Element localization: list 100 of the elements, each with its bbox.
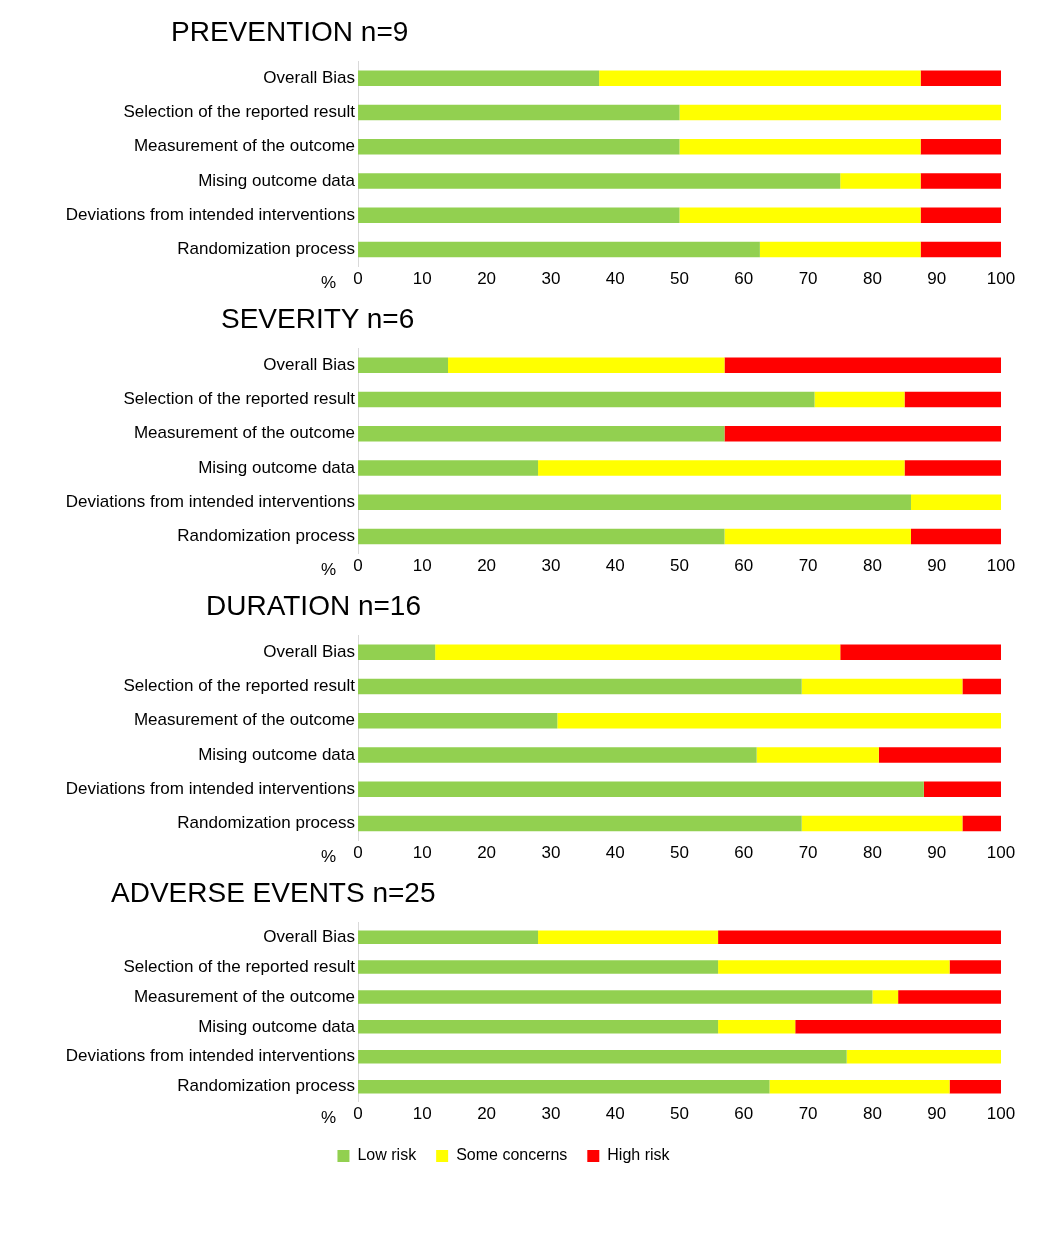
bar [358,207,680,223]
y-tick-label: Overall Bias [263,926,355,946]
x-tick-label: 100 [986,269,1016,289]
legend-label: Low risk [357,1146,418,1164]
bar [904,460,1001,476]
x-tick-label: 30 [541,843,561,863]
y-tick-label: Deviations from intended interventions [65,491,355,511]
bar [358,678,802,695]
y-tick-label: Deviations from intended interventions [65,1046,355,1066]
y-tick-label: Deviations from intended interventions [65,204,355,224]
x-tick-label: 50 [670,556,689,576]
bar [801,678,963,695]
bar [962,678,1001,695]
chart-title: DURATION n=16 [205,590,422,622]
bar [718,960,950,974]
bar [358,357,449,374]
x-axis-title: % [320,1108,336,1128]
x-tick-label: 10 [412,1104,432,1124]
bar [718,930,1001,944]
x-tick-label: 0 [353,269,363,289]
y-tick-label: Selection of the reported result [123,102,356,122]
bar [538,460,905,476]
bar [679,207,921,223]
x-axis-title: % [320,847,336,867]
x-tick-label: 10 [412,843,432,863]
bar [358,713,558,729]
y-tick-label: Selection of the reported result [123,389,356,409]
bar [679,104,1001,121]
bar [759,241,921,258]
x-axis-title: % [320,273,336,293]
x-tick-label: 0 [353,1104,363,1124]
bar [435,644,841,661]
bar [358,426,725,442]
y-tick-label: Randomization process [177,239,355,259]
bar [538,930,719,944]
bar [358,1020,719,1034]
legend-label: Some concerns [456,1146,568,1164]
y-tick-label: Randomization process [177,526,355,546]
bar [358,781,924,797]
x-tick-label: 60 [734,1104,754,1124]
bar [846,1050,1001,1064]
y-tick-label: Overall Bias [263,355,355,374]
x-tick-label: 20 [477,843,497,863]
bar [872,990,899,1004]
bar [358,815,802,832]
x-tick-label: 40 [605,269,625,289]
bar [801,815,963,832]
x-tick-label: 40 [605,1104,625,1124]
y-tick-label: Deviations from intended interventions [65,778,355,798]
bar [358,528,725,545]
x-tick-label: 40 [605,843,625,863]
bar [358,930,539,944]
bar [904,391,1001,408]
bar [910,528,1001,545]
bar [898,990,1001,1004]
bar [920,207,1001,223]
bar [949,1079,1001,1094]
x-tick-label: 10 [412,269,432,289]
bar [923,781,1001,797]
x-tick-label: 50 [670,269,689,289]
bar [756,747,879,763]
bar [358,747,757,763]
bar [724,426,1001,442]
bar [358,391,815,408]
bar [814,391,905,408]
chart-title: PREVENTION n=9 [170,16,410,48]
x-tick-label: 100 [986,556,1016,576]
x-tick-label: 20 [477,556,497,576]
legend-label: High risk [607,1146,671,1164]
x-tick-label: 80 [862,843,882,863]
x-tick-label: 50 [670,1104,689,1124]
x-tick-label: 60 [734,843,754,863]
bar [358,241,760,258]
x-tick-label: 80 [862,1104,882,1124]
x-tick-label: 90 [927,1104,947,1124]
x-tick-label: 90 [927,269,947,289]
bar [949,960,1001,974]
x-tick-label: 100 [986,1104,1016,1124]
chart-title: ADVERSE EVENTS n=25 [110,877,437,909]
bar [358,460,539,476]
bar [910,494,1001,510]
x-tick-label: 40 [605,556,625,576]
bar [358,1050,847,1064]
bar [358,1079,770,1094]
y-tick-label: Measurement of the outcome [133,710,355,730]
y-tick-label: Selection of the reported result [123,956,356,976]
x-tick-label: 80 [862,556,882,576]
bar [358,139,680,155]
bar [358,173,841,189]
bar [358,70,600,87]
y-tick-label: Randomization process [177,1076,355,1096]
bar [878,747,1001,763]
y-tick-label: Mising outcome data [198,170,356,190]
y-tick-label: Overall Bias [263,68,355,87]
bar [358,960,719,974]
x-tick-label: 0 [353,843,363,863]
bar [840,644,1001,661]
bar [920,70,1001,87]
x-tick-label: 30 [541,269,561,289]
bar [679,139,921,155]
